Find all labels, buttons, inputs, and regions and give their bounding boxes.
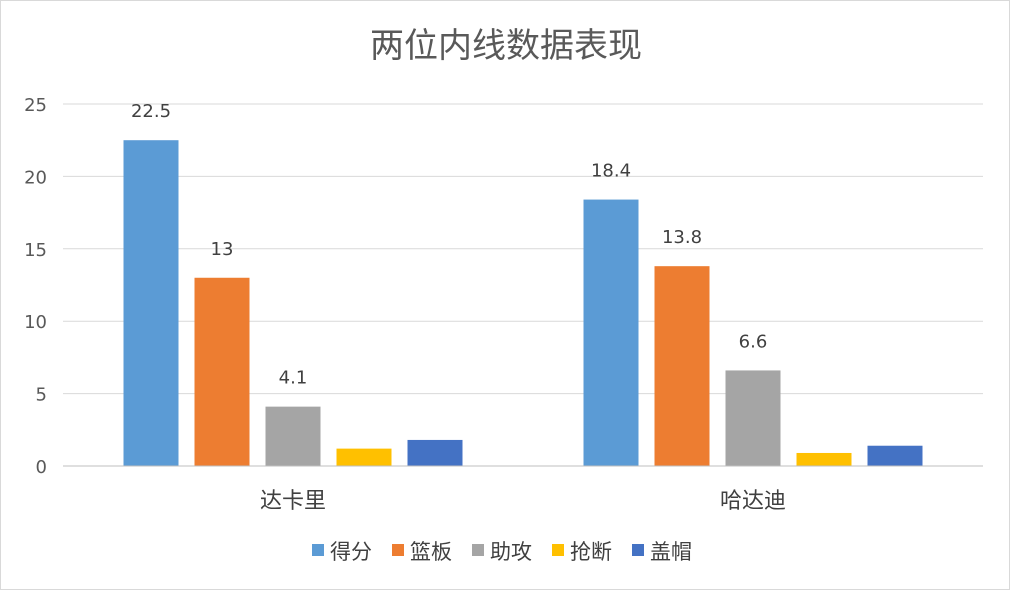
bar-得分-哈达迪 [583, 199, 639, 466]
bar-篮板-达卡里 [194, 277, 250, 466]
legend-swatch [392, 544, 404, 556]
data-label: 13 [211, 239, 234, 260]
bar-助攻-哈达迪 [725, 370, 781, 466]
legend-label: 篮板 [410, 540, 452, 564]
bar-盖帽-达卡里 [407, 439, 463, 466]
chart-title: 两位内线数据表现 [370, 26, 642, 66]
bar-得分-达卡里 [123, 140, 179, 466]
y-tick-label: 15 [24, 240, 47, 261]
bar-助攻-达卡里 [265, 406, 321, 466]
y-tick-label: 25 [24, 95, 47, 116]
y-tick-label: 10 [24, 312, 47, 333]
legend-swatch [552, 544, 564, 556]
y-tick-label: 5 [36, 385, 47, 406]
data-label: 22.5 [131, 101, 171, 122]
data-label: 4.1 [279, 368, 308, 389]
legend: 得分 篮板 助攻 抢断 盖帽 [312, 540, 692, 564]
legend-label: 助攻 [490, 540, 532, 564]
legend-swatch [472, 544, 484, 556]
category-label: 达卡里 [260, 489, 326, 514]
legend-swatch [312, 544, 324, 556]
legend-label: 盖帽 [650, 540, 692, 564]
bars-layer [123, 140, 923, 466]
y-tick-label: 20 [24, 167, 47, 188]
category-label: 哈达迪 [720, 489, 786, 514]
legend-label: 抢断 [570, 540, 612, 564]
data-labels-layer: 22.5 13 4.1 18.4 13.8 6.6 [131, 101, 767, 388]
bar-抢断-哈达迪 [796, 452, 852, 466]
legend-swatch [632, 544, 644, 556]
data-label: 18.4 [591, 161, 631, 182]
data-label: 13.8 [662, 227, 702, 248]
axis-layer: 0 5 10 15 20 25 达卡里 哈达迪 [24, 95, 983, 514]
bar-篮板-哈达迪 [654, 266, 710, 466]
data-label: 6.6 [739, 331, 768, 352]
bar-抢断-达卡里 [336, 448, 392, 466]
legend-label: 得分 [330, 540, 372, 564]
bar-盖帽-哈达迪 [867, 445, 923, 466]
y-tick-label: 0 [36, 457, 47, 478]
